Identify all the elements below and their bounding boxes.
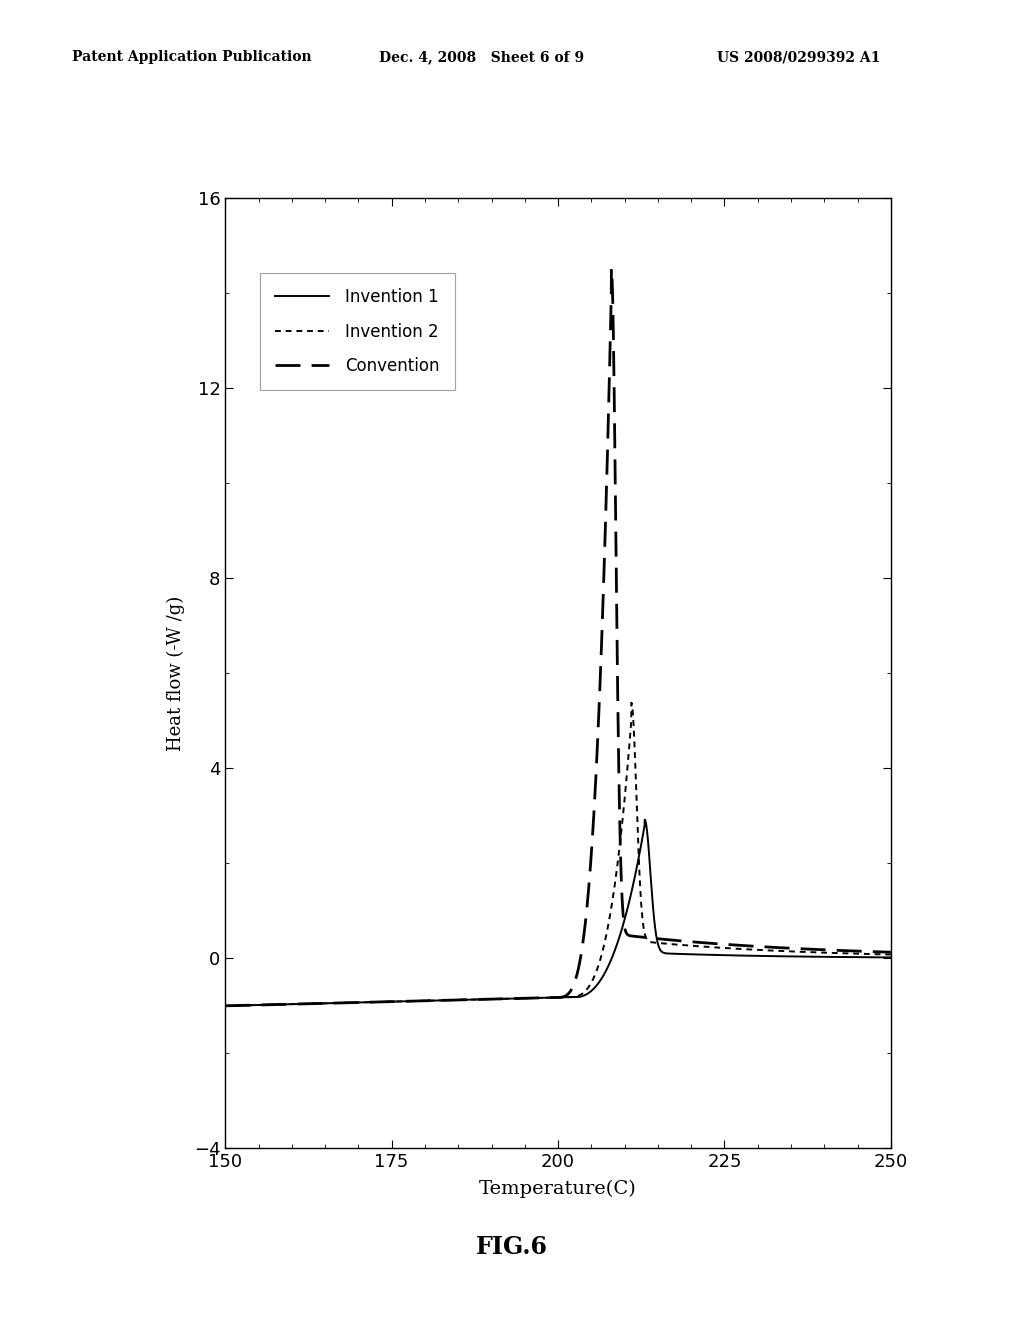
Text: FIG.6: FIG.6 xyxy=(476,1236,548,1259)
Text: Dec. 4, 2008   Sheet 6 of 9: Dec. 4, 2008 Sheet 6 of 9 xyxy=(379,50,584,65)
Legend: Invention 1, Invention 2, Convention: Invention 1, Invention 2, Convention xyxy=(260,273,455,391)
Y-axis label: Heat flow (-W /g): Heat flow (-W /g) xyxy=(167,595,185,751)
Text: US 2008/0299392 A1: US 2008/0299392 A1 xyxy=(717,50,881,65)
Text: Patent Application Publication: Patent Application Publication xyxy=(72,50,311,65)
X-axis label: Temperature(C): Temperature(C) xyxy=(479,1180,637,1197)
